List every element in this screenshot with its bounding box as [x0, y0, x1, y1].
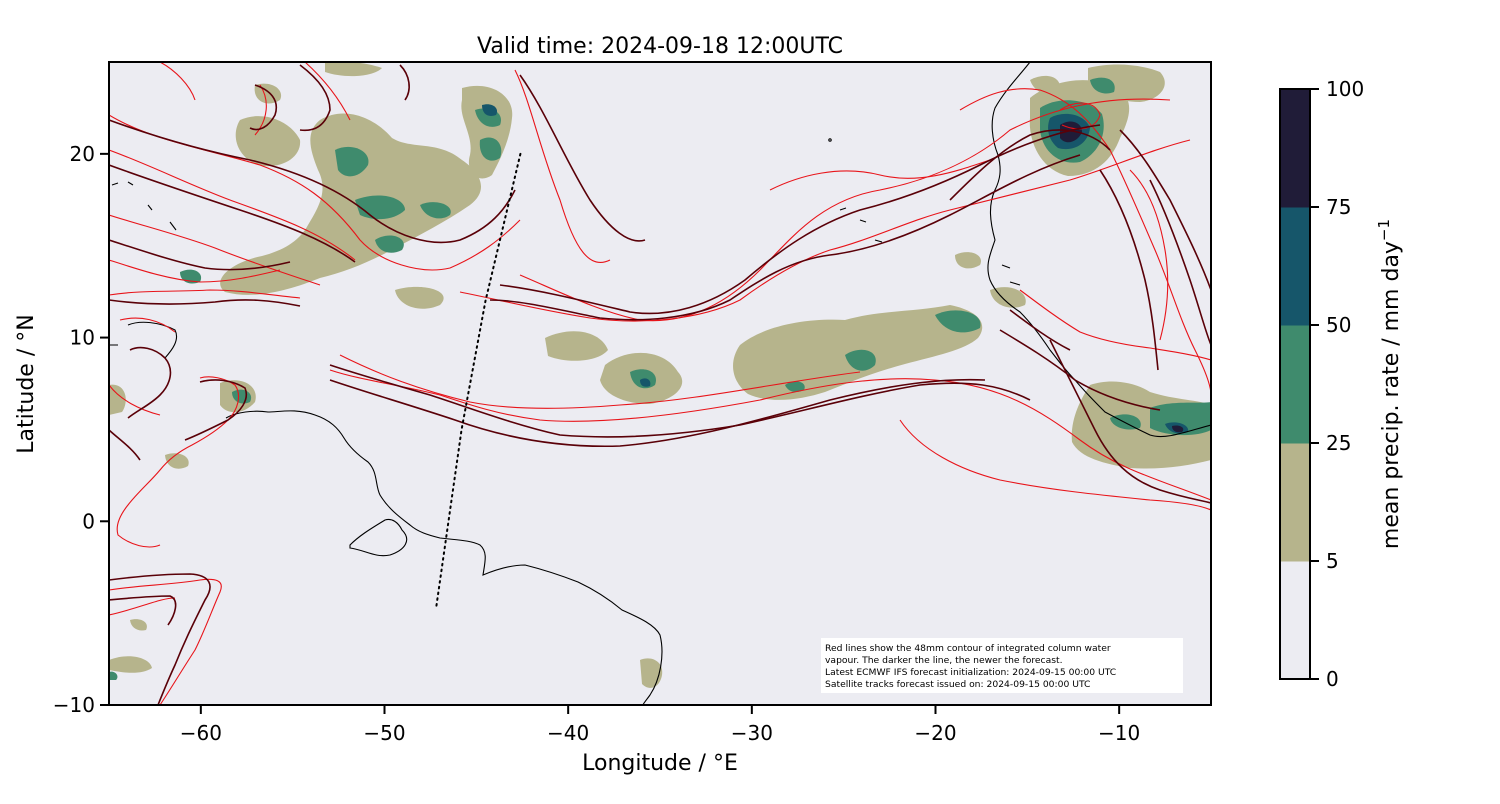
plot-title: Valid time: 2024-09-18 12:00UTC — [477, 34, 843, 59]
y-tick-label: 0 — [82, 509, 95, 533]
y-tick-label: 10 — [70, 326, 95, 350]
note-line-1: Red lines show the 48mm contour of integ… — [825, 643, 1111, 654]
coastline-south-america — [225, 410, 663, 705]
y-axis: −10 0 10 20 — [53, 142, 109, 717]
x-tick-label: −40 — [547, 721, 589, 745]
precip-field — [109, 62, 1211, 688]
y-axis-label: Latitude / °N — [14, 314, 39, 453]
note-line-3: Latest ECMWF IFS forecast initialization… — [825, 667, 1116, 678]
colorbar-tick-label: 100 — [1326, 77, 1364, 101]
coastline — [109, 62, 1211, 705]
note-line-4: Satellite tracks forecast issued on: 202… — [825, 679, 1090, 690]
map-frame — [108, 61, 1212, 706]
colorbar-segment — [1280, 561, 1310, 680]
colorbar-tick-label: 50 — [1326, 313, 1351, 337]
colorbar-frame — [1279, 88, 1311, 680]
colorbar-tick-label: 25 — [1326, 431, 1351, 455]
x-tick-label: −50 — [363, 721, 405, 745]
iwv-contours-newer — [109, 64, 1211, 705]
satellite-track — [434, 152, 522, 611]
y-tick-label: −10 — [53, 693, 95, 717]
x-axis: −60 −50 −40 −30 −20 −10 — [180, 705, 1140, 745]
colorbar-label-text: mean precip. rate / mm day — [1379, 241, 1404, 549]
coastline-antilles — [109, 321, 178, 359]
map-panel — [108, 61, 1212, 706]
info-note: Red lines show the 48mm contour of integ… — [821, 638, 1183, 693]
x-axis-label: Longitude / °E — [582, 751, 738, 776]
colorbar-label-exponent: −1 — [1375, 219, 1393, 241]
colorbar-tick-label: 75 — [1326, 195, 1351, 219]
colorbar-label: mean precip. rate / mm day−1 — [1375, 219, 1404, 549]
note-line-2: vapour. The darker the line, the newer t… — [825, 655, 1063, 666]
y-tick-label: 20 — [70, 142, 95, 166]
colorbar: 0 5 25 50 75 100 mean precip. rate / mm day−1 — [1279, 77, 1404, 691]
coastline-west-africa — [987, 62, 1211, 438]
coastline-marajo — [349, 518, 408, 557]
colorbar-tick-label: 0 — [1326, 667, 1339, 691]
x-tick-label: −20 — [914, 721, 956, 745]
info-note-box — [821, 638, 1183, 693]
colorbar-ticks: 0 5 25 50 75 100 — [1310, 77, 1364, 691]
colorbar-segment — [1280, 207, 1310, 326]
x-tick-label: −10 — [1098, 721, 1140, 745]
colorbar-segment — [1280, 89, 1310, 208]
x-tick-label: −30 — [731, 721, 773, 745]
colorbar-segment — [1280, 325, 1310, 444]
colorbar-segment — [1280, 443, 1310, 562]
x-tick-label: −60 — [180, 721, 222, 745]
colorbar-tick-label: 5 — [1326, 549, 1339, 573]
colorbar-segments — [1280, 89, 1310, 680]
